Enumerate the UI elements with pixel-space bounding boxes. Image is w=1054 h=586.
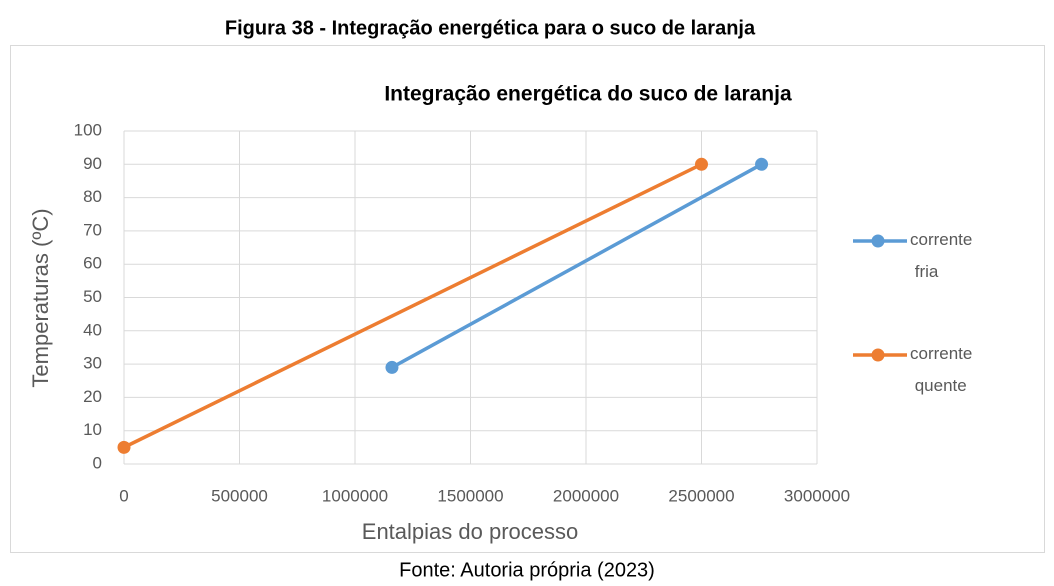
x-tick-label: 2000000 — [553, 486, 619, 505]
y-tick-label: 0 — [93, 453, 102, 472]
data-point — [385, 360, 399, 374]
legend-label: corrente quente — [910, 344, 972, 395]
x-tick-label: 500000 — [211, 486, 268, 505]
x-tick-label: 1000000 — [322, 486, 388, 505]
chart-frame — [10, 45, 1045, 553]
data-point — [755, 157, 769, 171]
y-tick-label: 60 — [83, 254, 102, 273]
y-tick-label: 50 — [83, 287, 102, 306]
legend-marker — [871, 348, 885, 362]
x-tick-label: 1500000 — [437, 486, 503, 505]
y-tick-label: 30 — [83, 354, 102, 373]
y-tick-label: 70 — [83, 220, 102, 239]
data-point — [117, 440, 131, 454]
y-tick-label: 100 — [74, 120, 102, 139]
y-tick-label: 90 — [83, 154, 102, 173]
y-tick-label: 20 — [83, 387, 102, 406]
series-line — [123, 162, 703, 449]
figure-source: Fonte: Autoria própria (2023) — [399, 559, 655, 581]
x-tick-label: 0 — [119, 486, 128, 505]
data-point — [695, 157, 708, 171]
y-tick-label: 80 — [83, 187, 102, 206]
x-tick-label: 3000000 — [784, 486, 850, 505]
x-axis-title: Entalpias do processo — [362, 519, 578, 544]
y-axis-title: Temperaturas (ºC) — [28, 208, 53, 387]
legend-marker — [871, 234, 885, 248]
legend-label: corrente fria — [910, 230, 972, 281]
y-tick-label: 40 — [83, 320, 102, 339]
x-tick-label: 2500000 — [668, 486, 734, 505]
y-tick-label: 10 — [83, 420, 102, 439]
figure-caption: Figura 38 - Integração energética para o… — [225, 17, 756, 39]
series-line — [391, 162, 763, 369]
chart-title: Integração energética do suco de laranja — [384, 83, 792, 106]
